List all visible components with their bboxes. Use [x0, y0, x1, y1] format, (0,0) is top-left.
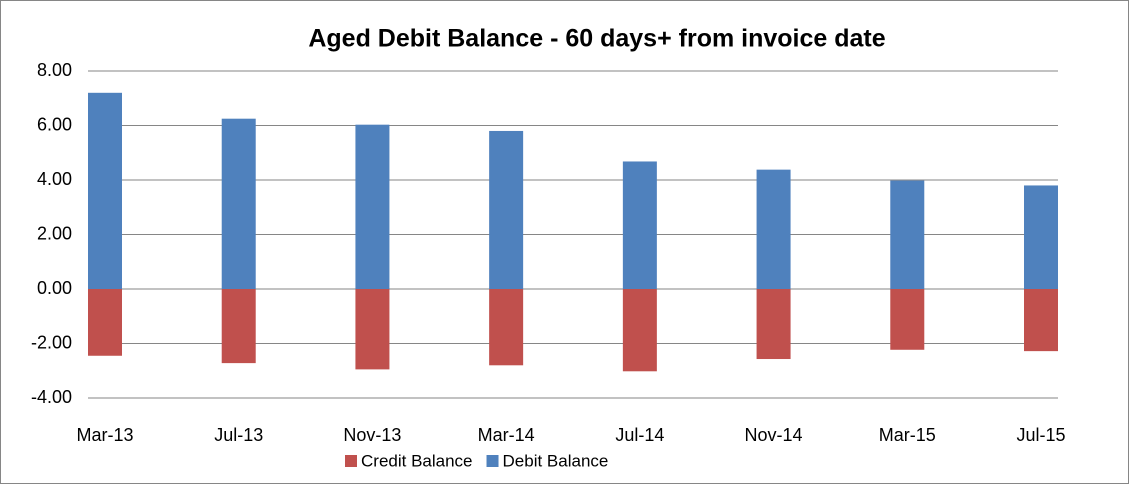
y-tick-label: -4.00 [31, 387, 72, 407]
y-tick-label: 8.00 [37, 60, 72, 80]
x-tick-label: Jul-15 [1016, 425, 1065, 445]
bar [88, 289, 122, 356]
bar [489, 130, 524, 289]
bar [1024, 289, 1058, 352]
chart-title: Aged Debit Balance - 60 days+ from invoi… [308, 25, 885, 53]
bar [355, 289, 390, 370]
legend-label: Debit Balance [503, 451, 609, 470]
x-tick-label: Jul-13 [214, 425, 263, 445]
x-tick-label: Mar-15 [879, 425, 936, 445]
x-tick-label: Nov-13 [343, 425, 401, 445]
bar [1024, 185, 1058, 289]
bar [88, 92, 122, 289]
y-tick-label: 6.00 [37, 114, 72, 134]
y-tick-label: 4.00 [37, 169, 72, 189]
bar [489, 289, 524, 366]
y-tick-label: -2.00 [31, 332, 72, 352]
bar [756, 289, 791, 360]
x-tick-label: Mar-14 [478, 425, 535, 445]
bar [890, 289, 925, 350]
legend-swatch [486, 455, 499, 467]
bar [622, 161, 657, 289]
bar [622, 289, 657, 372]
bar [756, 169, 791, 289]
x-tick-label: Jul-14 [615, 425, 664, 445]
bar [355, 124, 390, 290]
legend-label: Credit Balance [361, 451, 473, 470]
legend-swatch [345, 455, 357, 467]
bar [221, 289, 256, 364]
bar [221, 118, 256, 289]
y-tick-label: 2.00 [37, 223, 72, 243]
x-tick-label: Nov-14 [745, 425, 803, 445]
y-tick-label: 0.00 [37, 278, 72, 298]
x-tick-label: Mar-13 [76, 425, 133, 445]
bar [890, 180, 925, 289]
